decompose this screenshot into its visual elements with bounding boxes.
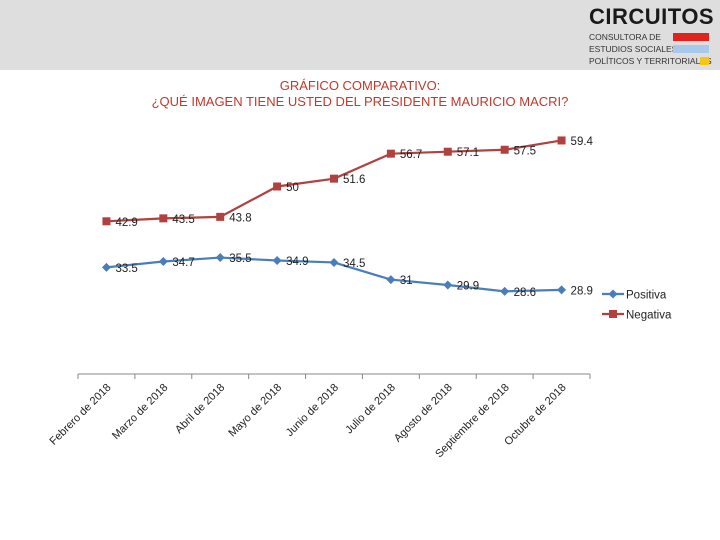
data-label-negativa: 43.8 <box>229 212 251 224</box>
chart-title: GRÁFICO COMPARATIVO: <box>279 78 441 93</box>
data-point-positiva <box>443 280 453 290</box>
data-label-positiva: 34.7 <box>172 257 194 269</box>
data-label-positiva: 28.6 <box>514 287 536 299</box>
data-label-positiva: 34.9 <box>286 256 308 268</box>
x-tick-label: Junio de 2018 <box>284 382 341 439</box>
data-label-positiva: 33.5 <box>115 263 137 275</box>
x-tick-label: Febrero de 2018 <box>48 382 114 448</box>
data-point-negativa <box>330 174 338 183</box>
x-tick-label: Mayo de 2018 <box>226 382 284 440</box>
brand-line-2: ESTUDIOS SOCIALES, <box>589 44 680 54</box>
data-label-negativa: 50 <box>286 182 299 194</box>
data-point-negativa <box>500 145 509 154</box>
data-point-positiva <box>557 285 567 295</box>
data-label-negativa: 59.4 <box>571 136 594 148</box>
data-label-negativa: 51.6 <box>343 174 365 186</box>
data-point-negativa <box>386 149 395 158</box>
data-label-positiva: 29.9 <box>457 280 479 292</box>
x-tick-label: Abril de 2018 <box>173 382 227 436</box>
data-label-negativa: 57.1 <box>457 147 479 159</box>
legend-label-positiva: Positiva <box>626 290 667 302</box>
brand-bar-red <box>673 33 709 41</box>
chart-subtitle: ¿QUÉ IMAGEN TIENE USTED DEL PRESIDENTE M… <box>151 94 569 109</box>
data-label-positiva: 31 <box>400 275 413 287</box>
data-point-positiva <box>101 262 111 272</box>
data-point-negativa <box>557 136 566 145</box>
data-point-positiva <box>158 256 168 266</box>
data-label-negativa: 56.7 <box>400 149 422 161</box>
data-point-negativa <box>102 217 111 226</box>
header-band <box>0 0 720 70</box>
data-label-negativa: 43.5 <box>172 214 194 226</box>
brand-bar-yellow <box>700 57 709 65</box>
data-point-negativa <box>443 147 452 156</box>
x-tick-label: Julio de 2018 <box>343 382 398 437</box>
data-label-positiva: 35.5 <box>229 253 251 265</box>
legend-marker-positiva <box>608 289 618 299</box>
data-label-negativa: 42.9 <box>115 217 137 229</box>
legend-label-negativa: Negativa <box>626 310 672 322</box>
data-label-positiva: 28.9 <box>571 285 593 297</box>
x-tick-label: Agosto de 2018 <box>392 382 455 445</box>
data-point-positiva <box>386 275 396 285</box>
data-label-negativa: 57.5 <box>514 145 536 157</box>
data-point-negativa <box>216 212 225 221</box>
data-label-positiva: 34.5 <box>343 258 365 270</box>
brand-bar-blue <box>673 45 709 53</box>
data-point-positiva <box>500 286 510 296</box>
x-tick-label: Octubre de 2018 <box>502 382 568 448</box>
brand-line-3: POLÍTICOS Y TERRITORIALES <box>589 56 712 66</box>
x-tick-label: Marzo de 2018 <box>110 382 170 442</box>
data-point-negativa <box>159 214 168 223</box>
data-point-negativa <box>273 182 282 191</box>
data-point-positiva <box>272 255 282 265</box>
legend-marker-negativa <box>609 310 617 318</box>
data-point-positiva <box>329 257 339 267</box>
brand-name: CIRCUITOS <box>589 4 715 29</box>
brand-logo: CIRCUITOS CONSULTORA DE ESTUDIOS SOCIALE… <box>589 4 714 66</box>
data-point-positiva <box>215 253 225 263</box>
brand-line-1: CONSULTORA DE <box>589 32 661 42</box>
